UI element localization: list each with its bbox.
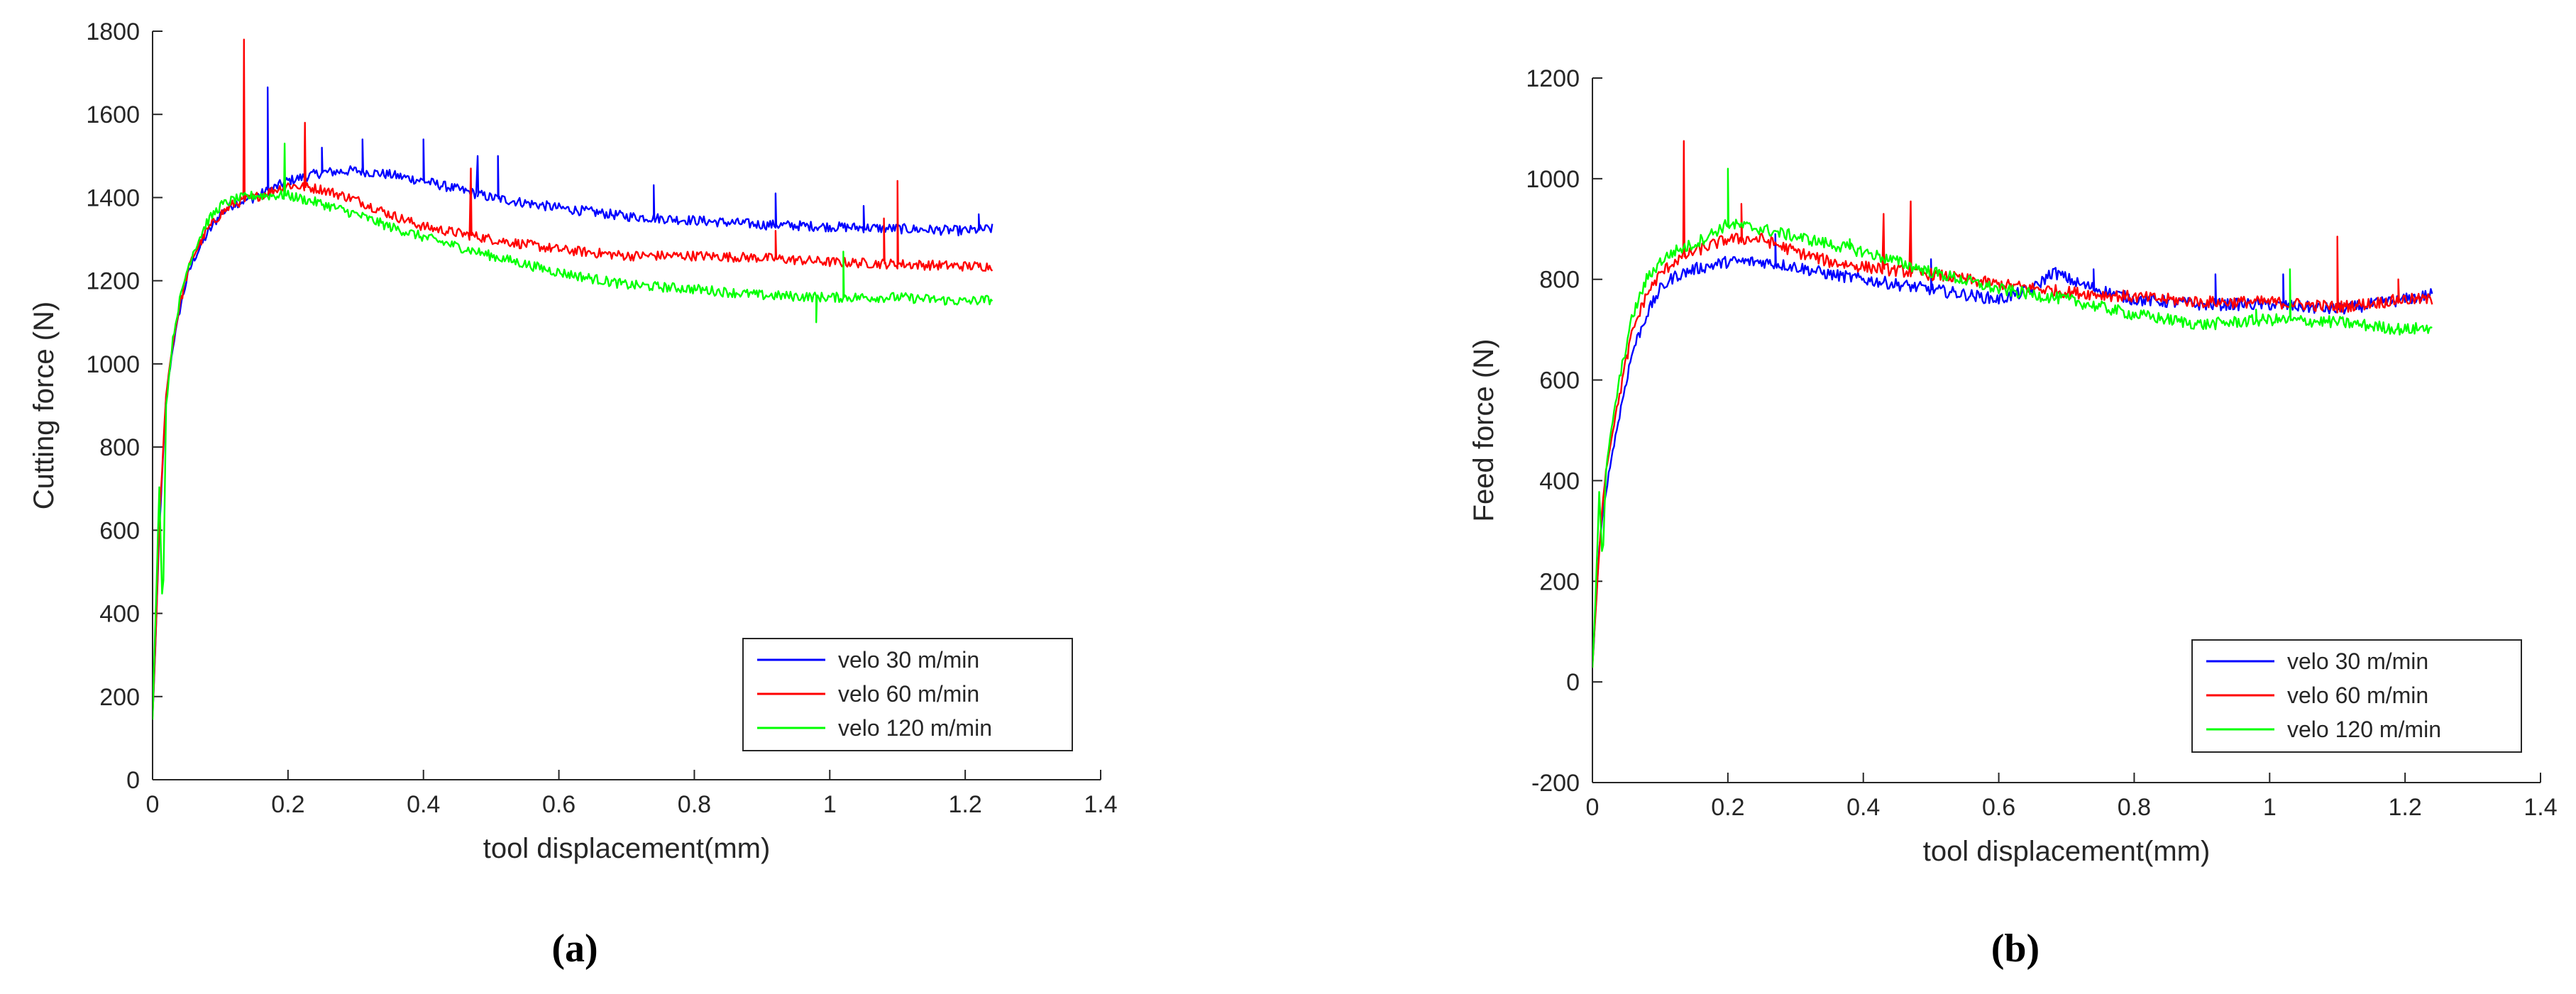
y-tick-label: 1600 (86, 101, 140, 128)
y-tick-label: 600 (99, 517, 140, 544)
x-tick-label: 0.6 (1982, 794, 2015, 821)
y-tick-label: 1000 (1526, 166, 1580, 193)
x-tick-label: 0.8 (2118, 794, 2151, 821)
y-tick-label: 1400 (86, 184, 140, 211)
legend-label-2: velo 60 m/min (2287, 683, 2428, 708)
y-tick-label: 1000 (86, 351, 140, 378)
x-axis-label: tool displacement(mm) (483, 833, 771, 864)
x-tick-label: 0 (1586, 794, 1600, 821)
legend-label-2: velo 60 m/min (838, 681, 979, 707)
x-tick-label: 0.4 (407, 791, 440, 818)
y-tick-label: 400 (1539, 468, 1580, 495)
x-tick-label: 0.6 (542, 791, 576, 818)
series-line-1 (153, 86, 993, 717)
series-line-3 (153, 143, 993, 720)
x-tick-label: 1.4 (2523, 794, 2557, 821)
y-tick-label: 0 (126, 767, 140, 794)
panel-caption: (a) (551, 927, 598, 971)
legend-label-1: velo 30 m/min (838, 647, 979, 673)
x-tick-label: 1.4 (1084, 791, 1117, 818)
y-axis-label: Cutting force (N) (28, 302, 60, 509)
y-tick-label: 1200 (1526, 65, 1580, 92)
y-tick-label: 800 (1539, 267, 1580, 294)
y-axis-label: Feed force (N) (1468, 339, 1499, 522)
y-tick-label: 400 (99, 601, 140, 628)
x-tick-label: 0.2 (1711, 794, 1744, 821)
series-line-2 (1592, 140, 2433, 668)
y-tick-label: 800 (99, 434, 140, 461)
legend-label-1: velo 30 m/min (2287, 648, 2428, 674)
x-axis-label: tool displacement(mm) (1923, 836, 2211, 867)
x-tick-label: 1 (823, 791, 837, 818)
y-tick-label: 200 (99, 684, 140, 711)
x-tick-label: 0.2 (271, 791, 304, 818)
series-line-3 (1592, 167, 2433, 668)
y-tick-label: 1800 (86, 18, 140, 45)
x-tick-label: 0.8 (678, 791, 711, 818)
x-tick-label: 1.2 (2389, 794, 2422, 821)
x-tick-label: 1 (2263, 794, 2277, 821)
y-tick-label: 1200 (86, 268, 140, 295)
x-tick-label: 1.2 (949, 791, 982, 818)
chart-panel-a: 0 200 400 600 800 1000 1200 1400 1600 1800 0 0.2 0.4… (28, 18, 1118, 971)
series-line-1 (1592, 233, 2433, 665)
y-tick-label: 600 (1539, 368, 1580, 394)
panel-caption: (b) (1991, 927, 2040, 971)
y-tick-label: 200 (1539, 568, 1580, 595)
x-tick-label: 0 (146, 791, 160, 818)
legend-label-3: velo 120 m/min (2287, 717, 2441, 742)
y-tick-label: -200 (1531, 770, 1580, 797)
series-line-2 (153, 38, 993, 717)
x-tick-label: 0.4 (1846, 794, 1880, 821)
legend-label-3: velo 120 m/min (838, 715, 992, 741)
y-tick-label: 0 (1566, 669, 1580, 696)
